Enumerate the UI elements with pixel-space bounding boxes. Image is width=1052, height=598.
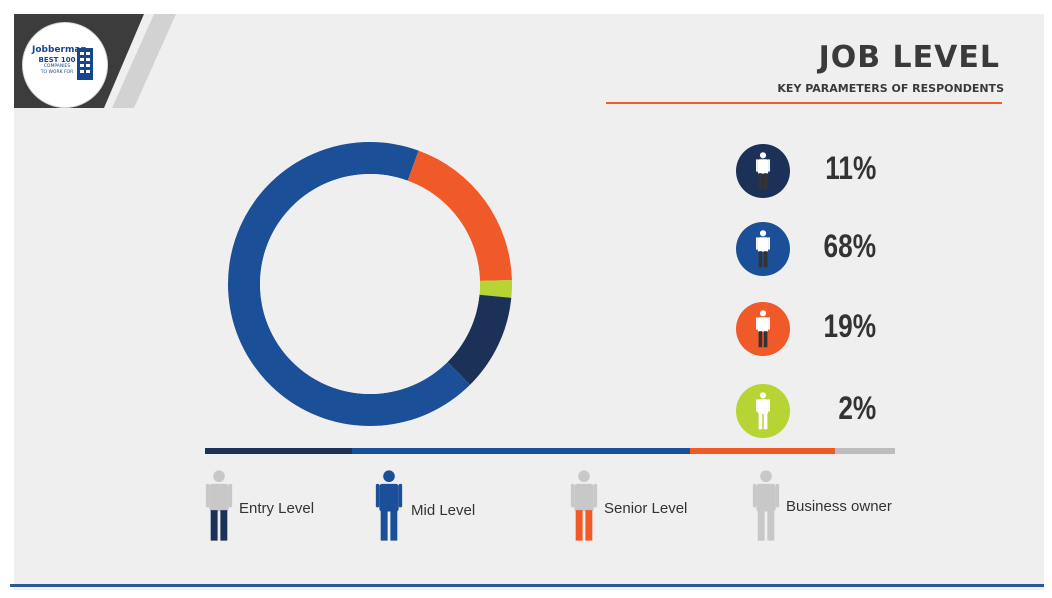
donut-slice-mid-level [228,142,471,427]
logo-companies: COMPANIES [43,64,71,69]
page-title: JOB LEVEL [818,40,1000,75]
title-divider [606,102,1002,104]
logo-brand: Jobberman [32,45,87,55]
person-icon [375,470,403,541]
stat-circle [736,222,790,276]
stat-row: 68% [736,222,896,278]
bar-segment-business-owner [835,448,895,454]
stat-value: 11% [824,150,876,186]
page-subtitle: KEY PARAMETERS OF RESPONDENTS [777,82,1004,95]
bar-segment-mid-level [352,448,690,454]
bar-segment-entry-level [205,448,352,454]
person-icon [756,310,770,348]
stat-row: 2% [736,384,896,440]
donut-hole [260,174,480,394]
stat-row: 11% [736,144,896,200]
person-icon [756,152,770,190]
stat-circle [736,302,790,356]
logo-text: Jobberman BEST 100 COMPANIES TO WORK FOR [32,45,87,75]
person-icon [756,230,770,268]
legend-label: Senior Level [604,500,688,517]
stat-value: 19% [823,308,876,344]
logo-work: TO WORK FOR [40,69,74,75]
stat-value: 2% [838,390,876,426]
company-logo [22,22,108,108]
person-icon [205,470,233,541]
proportion-bar [205,448,895,454]
stat-circle [736,144,790,198]
stat-row: 19% [736,302,896,358]
bottom-rule [10,584,1044,587]
donut-slice-business-owner [479,280,512,298]
donut-chart [228,142,512,427]
legend-label: Entry Level [239,500,315,517]
person-icon [756,392,770,430]
person-icon [752,470,780,541]
donut-slice-entry-level [447,294,512,385]
donut-slice-senior-level [407,150,512,281]
stat-value: 68% [823,228,876,264]
building-icon [77,48,93,80]
legend-label: Business owner [786,498,892,515]
stat-circle [736,384,790,438]
logo-best: BEST 100 [38,56,76,64]
bar-segment-senior-level [690,448,835,454]
person-icon [570,470,598,541]
legend-label: Mid Level [411,502,476,519]
background-panel [14,14,1044,590]
